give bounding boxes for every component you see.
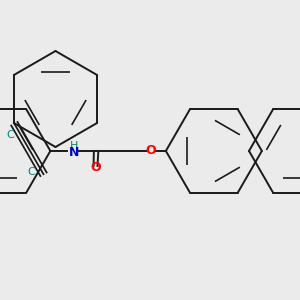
Text: O: O: [146, 145, 156, 158]
Text: C: C: [7, 130, 14, 140]
Text: O: O: [91, 161, 101, 174]
Text: N: N: [69, 146, 79, 159]
Text: H: H: [70, 141, 78, 151]
Text: C: C: [28, 167, 35, 177]
